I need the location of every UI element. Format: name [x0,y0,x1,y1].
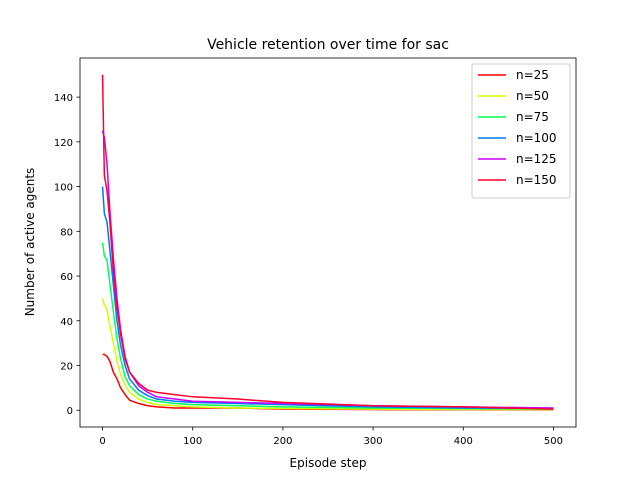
y-tick-label: 20 [60,362,73,373]
plot-frame [79,57,577,428]
y-tick-label: 40 [60,317,73,328]
legend-box [471,63,571,199]
legend-label: n=75 [516,110,549,124]
x-axis-label: Episode step [290,456,367,470]
series-line-4 [101,130,554,409]
y-tick-label: 140 [54,93,73,104]
legend: n=25 n=50 n=75 n=100 n=125 n=150 [471,63,571,199]
x-tick-label: 300 [364,436,383,447]
y-axis-label: Number of active agents [23,168,37,317]
x-tick-label: 100 [183,436,202,447]
x-tick-label: 500 [544,436,563,447]
series-line-2 [101,242,554,410]
legend-label: n=100 [516,131,557,145]
chart-title: Vehicle retention over time for sac [207,37,449,53]
series-line-1 [101,298,554,411]
y-tick-label: 120 [54,138,73,149]
legend-label: n=25 [516,68,549,82]
legend-label: n=150 [516,173,557,187]
legend-label: n=125 [516,152,557,166]
series-line-5 [101,74,554,410]
y-tick-label: 80 [60,227,73,238]
y-tick-label: 0 [67,406,73,417]
y-tick-label: 60 [60,272,73,283]
x-tick-label: 200 [273,436,292,447]
y-tick-label: 100 [54,183,73,194]
x-tick-label: 400 [454,436,473,447]
series-line-3 [101,186,554,410]
plot-lines [101,74,554,411]
x-tick-label: 0 [99,436,105,447]
axes: 0 100 200 300 400 500 0 20 40 60 80 100 120 140 [54,57,577,447]
legend-label: n=50 [516,89,549,103]
